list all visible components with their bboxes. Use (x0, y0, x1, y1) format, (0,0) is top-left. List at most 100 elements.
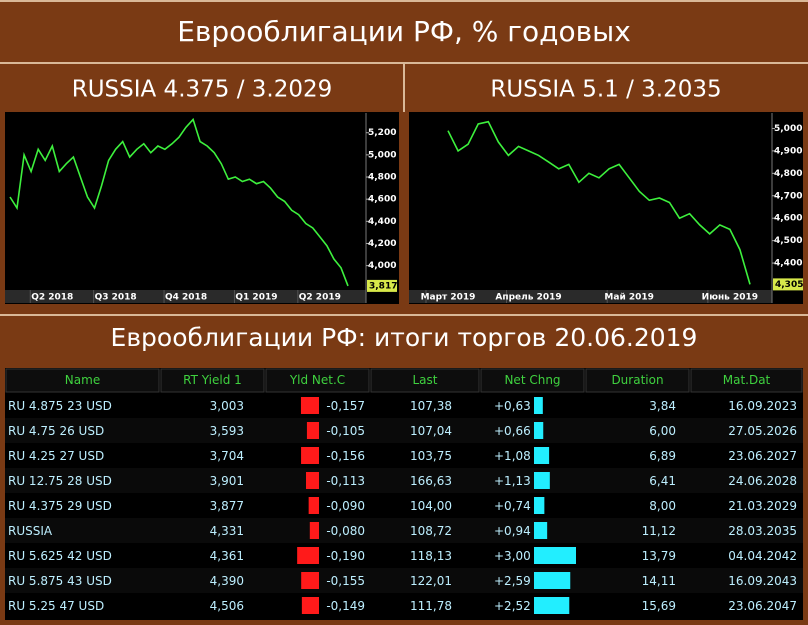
cell-name: RU 5.625 42 USD (8, 549, 112, 563)
net-change-bar (534, 447, 550, 464)
table-title: Еврооблигации РФ: итоги торгов 20.06.201… (111, 323, 698, 352)
column-header: Yld Net.C (289, 373, 345, 387)
cell-yield: 3,593 (210, 424, 244, 438)
row-background (5, 443, 803, 468)
cell-yield-change: -0,105 (326, 424, 365, 438)
line (9, 117, 349, 287)
cell-name: RU 4.75 26 USD (8, 424, 104, 438)
net-change-bar (534, 597, 570, 614)
y-tick-label: 4,000 (368, 261, 396, 271)
row-background (5, 468, 803, 493)
cell-name: RUSSIA (8, 524, 53, 538)
yield-change-bar (301, 447, 319, 464)
cell-yield-change: -0,080 (326, 524, 365, 538)
column-header: Last (413, 373, 438, 387)
yield-change-bar (301, 597, 319, 614)
cell-yield-change: -0,090 (326, 499, 365, 513)
cell-last: 111,78 (410, 599, 452, 613)
yield-change-bar (308, 497, 319, 514)
cell-last: 166,63 (410, 474, 452, 488)
charts: 4,000 4,200 4,400 4,600 4,800 5,000 5,200 Q2 20… (5, 112, 803, 304)
cell-net-change: +0,63 (494, 399, 531, 413)
net-change-bar (534, 497, 545, 514)
column-header: Name (65, 373, 100, 387)
y-tick-label: 5,000 (368, 150, 396, 160)
y-tick-label: 4,900 (774, 146, 802, 156)
y-tick-label: 4,500 (774, 236, 802, 246)
cell-yield-change: -0,149 (326, 599, 365, 613)
y-tick-label: 4,400 (774, 259, 802, 269)
cell-net-change: +0,66 (494, 424, 531, 438)
cell-maturity: 28.03.2035 (728, 524, 797, 538)
x-tick-label: Май 2019 (604, 293, 654, 303)
cell-last: 122,01 (410, 574, 452, 588)
cell-duration: 13,79 (642, 549, 676, 563)
cell-maturity: 16.09.2023 (728, 399, 797, 413)
cell-maturity: 21.03.2029 (728, 499, 797, 513)
x-tick-label: Апрель 2019 (495, 293, 561, 303)
cell-yield: 4,331 (210, 524, 244, 538)
cell-last: 103,75 (410, 449, 452, 463)
header-cell (480, 368, 585, 393)
cell-name: RU 4.375 29 USD (8, 499, 112, 513)
y-tick-label: 5,200 (368, 128, 396, 138)
y-tick-label: 4,600 (368, 195, 396, 205)
x-axis-band (409, 290, 772, 303)
x-axis-band (5, 290, 366, 303)
cell-yield: 3,003 (210, 399, 244, 413)
row-background (5, 418, 803, 443)
net-change-bar (534, 397, 543, 414)
cell-duration: 6,89 (649, 449, 676, 463)
header-cell (160, 368, 265, 393)
net-change-bar (534, 422, 544, 439)
row-background (5, 568, 803, 593)
row-background (5, 518, 803, 543)
x-tick-label: Март 2019 (421, 293, 476, 303)
cell-last: 118,13 (410, 549, 452, 563)
cell-duration: 6,00 (649, 424, 676, 438)
cell-yield: 4,506 (210, 599, 244, 613)
last-value-label: 3,817 (369, 281, 397, 291)
net-change-bar (534, 547, 576, 564)
cell-last: 108,72 (410, 524, 452, 538)
header-cell (690, 368, 803, 393)
cell-name: RU 12.75 28 USD (8, 474, 112, 488)
cell-duration: 8,00 (649, 499, 676, 513)
cell-name: RU 4.875 23 USD (8, 399, 112, 413)
column-header: RT Yield 1 (183, 373, 242, 387)
plot-background (5, 112, 399, 304)
cell-last: 107,38 (410, 399, 452, 413)
last-value-box (773, 278, 803, 291)
cell-name: RU 5.25 47 USD (8, 599, 104, 613)
cell-duration: 11,12 (642, 524, 676, 538)
header-cell (370, 368, 480, 393)
cell-net-change: +2,59 (494, 574, 531, 588)
yield-change-bar (300, 397, 319, 414)
cell-duration: 6,41 (649, 474, 676, 488)
header-cell (5, 368, 160, 393)
cell-yield: 4,390 (210, 574, 244, 588)
column-header: Mat.Dat (723, 373, 771, 387)
cell-maturity: 27.05.2026 (728, 424, 797, 438)
plot-background (409, 112, 803, 304)
x-tick-label: Q1 2019 (235, 293, 277, 303)
row-background (5, 593, 803, 618)
net-change-bar (534, 572, 571, 589)
column-header: Duration (611, 373, 663, 387)
cell-duration: 15,69 (642, 599, 676, 613)
yield-change-bar (309, 522, 319, 539)
x-tick-label: Q2 2018 (31, 293, 73, 303)
yield-change-bar (297, 547, 319, 564)
cell-name: RU 4.25 27 USD (8, 449, 104, 463)
column-header: Net Chng (504, 373, 560, 387)
cell-yield: 3,704 (210, 449, 244, 463)
cell-maturity: 23.06.2027 (728, 449, 797, 463)
net-change-bar (534, 472, 550, 489)
yield-change-bar (301, 572, 319, 589)
cell-yield-change: -0,156 (326, 449, 365, 463)
cell-maturity: 23.06.2047 (728, 599, 797, 613)
cell-net-change: +0,94 (494, 524, 531, 538)
header-cell (585, 368, 690, 393)
row-background (5, 393, 803, 418)
